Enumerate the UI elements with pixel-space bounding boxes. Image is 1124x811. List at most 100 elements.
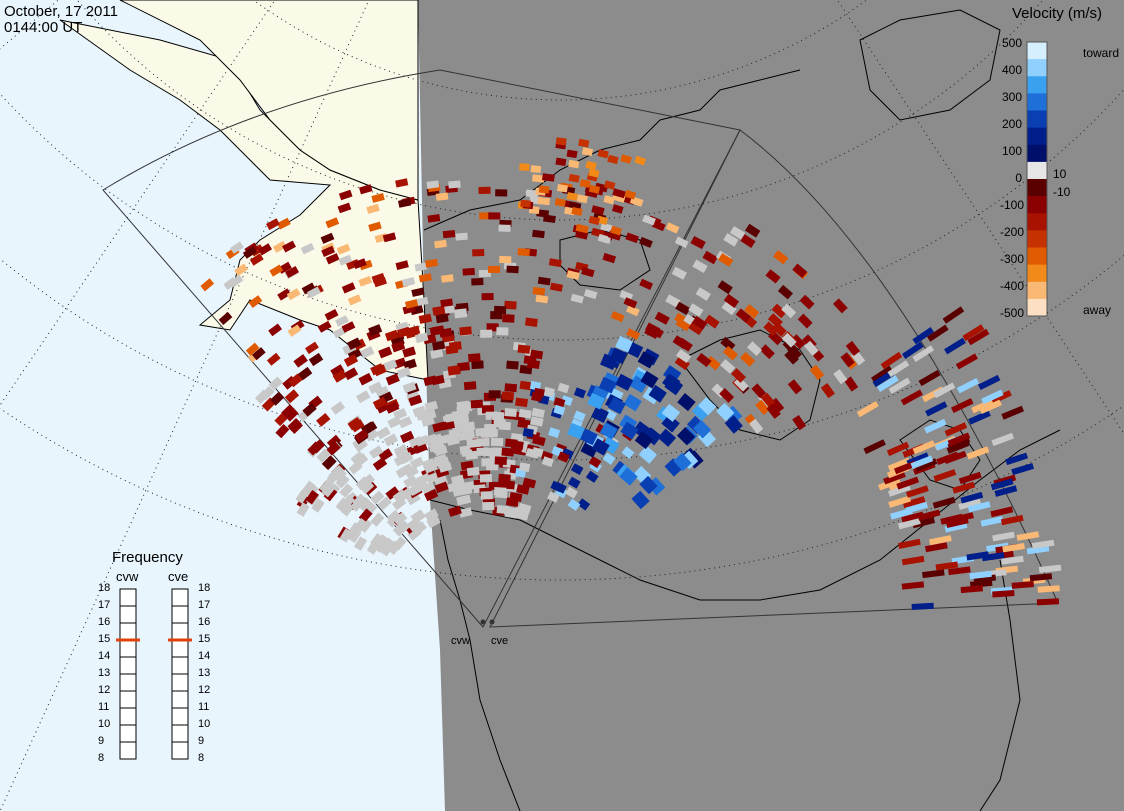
scatter-cell <box>386 509 401 524</box>
scatter-cell <box>536 209 550 218</box>
scatter-cell <box>360 473 376 488</box>
scatter-cell <box>399 463 414 477</box>
scatter-cell <box>634 155 647 166</box>
scatter-cell <box>393 453 409 467</box>
frequency-scale-label: 18 <box>98 582 111 594</box>
scatter-cell <box>441 419 456 431</box>
scatter-cell <box>833 369 848 385</box>
legend-color-step <box>1027 161 1047 180</box>
scatter-cell <box>537 196 551 206</box>
frequency-scale-label: 17 <box>98 599 111 611</box>
scatter-cell <box>324 308 339 321</box>
scatter-cell <box>625 305 640 317</box>
scatter-cell <box>702 250 718 265</box>
scatter-cell <box>603 195 615 205</box>
scatter-cell <box>610 311 625 323</box>
scatter-cell <box>671 266 687 280</box>
scatter-cell <box>275 423 290 439</box>
scatter-cell <box>691 402 711 421</box>
coastline <box>423 69 801 231</box>
scatter-cell <box>456 400 470 411</box>
scatter-cell <box>522 477 537 489</box>
scatter-cell <box>310 439 326 454</box>
scatter-cell <box>948 566 971 576</box>
frequency-scale-label: 13 <box>198 667 211 679</box>
frequency-ladder-cell <box>119 656 137 675</box>
scatter-cell <box>956 377 980 394</box>
scatter-cell <box>580 428 598 446</box>
scatter-cell <box>343 367 359 381</box>
scatter-cell <box>455 422 469 433</box>
scatter-cell <box>977 374 1001 391</box>
scatter-cell <box>872 370 895 388</box>
scatter-cell <box>502 480 516 490</box>
scatter-cell <box>541 456 554 468</box>
scatter-cell <box>555 137 567 146</box>
scatter-cell <box>282 240 296 253</box>
frequency-ladder-cell <box>119 724 137 743</box>
scatter-cell <box>898 538 921 550</box>
legend-color-step <box>1027 59 1047 77</box>
scatter-cell <box>624 189 637 200</box>
scatter-cell <box>360 346 375 359</box>
scatter-cell <box>368 381 383 394</box>
frequency-ladder-cell <box>119 707 137 726</box>
scatter-cell <box>517 248 530 257</box>
scatter-cell <box>482 447 495 457</box>
scatter-cell <box>729 226 746 240</box>
scatter-cell <box>994 485 1018 497</box>
legend-tick-label: -100 <box>1000 198 1025 212</box>
scatter-cell <box>662 373 681 392</box>
scatter-cell <box>918 369 941 387</box>
scatter-cell <box>637 351 656 369</box>
scatter-cell <box>809 364 825 380</box>
scatter-cell <box>887 457 911 472</box>
scatter-cell <box>439 327 453 338</box>
scatter-cell <box>917 509 941 521</box>
scatter-cell <box>426 515 441 529</box>
scatter-cell <box>307 286 321 299</box>
frequency-scale-label: 18 <box>198 582 211 594</box>
scatter-cell <box>496 327 509 336</box>
scatter-cell <box>414 262 428 272</box>
legend-color-step <box>1027 76 1047 94</box>
time-label: 0144:00 UT <box>4 19 83 36</box>
scatter-cell <box>498 473 511 483</box>
scatter-cell <box>501 447 515 457</box>
scatter-cell <box>935 561 959 571</box>
frequency-ladder-cell <box>119 741 137 760</box>
scatter-cell <box>781 303 797 319</box>
scatter-cell <box>626 328 641 340</box>
scatter-cell <box>459 326 472 336</box>
scatter-cell <box>1026 545 1050 555</box>
frequency-scale-label: 14 <box>198 650 211 662</box>
scatter-cell <box>411 287 425 297</box>
scatter-cell <box>599 422 618 440</box>
scatter-cell <box>485 429 498 438</box>
legend-color-step <box>1027 281 1047 300</box>
scatter-cell <box>566 149 578 159</box>
frequency-scale-label: 11 <box>98 701 110 713</box>
scatter-cell <box>431 442 446 454</box>
scatter-cell <box>607 396 626 415</box>
toward-label: toward <box>1083 46 1120 60</box>
scatter-cell <box>368 324 383 336</box>
scatter-cell <box>720 359 736 374</box>
scatter-cell <box>335 474 350 489</box>
frequency-ladder-cell <box>119 639 137 658</box>
scatter-cell <box>378 346 393 359</box>
scatter-cell <box>610 225 622 236</box>
scatter-cell <box>364 428 379 442</box>
scatter-cell <box>567 498 581 511</box>
scatter-cell <box>692 259 708 273</box>
scatter-cell <box>518 462 531 473</box>
scatter-cell <box>354 429 369 443</box>
scatter-cell <box>326 441 341 456</box>
scatter-cell <box>901 555 925 566</box>
scatter-cell <box>845 340 861 357</box>
scatter-cell <box>990 506 1014 518</box>
scatter-cell <box>676 427 696 446</box>
scatter-cell <box>905 501 928 514</box>
scatter-cell <box>723 293 740 308</box>
